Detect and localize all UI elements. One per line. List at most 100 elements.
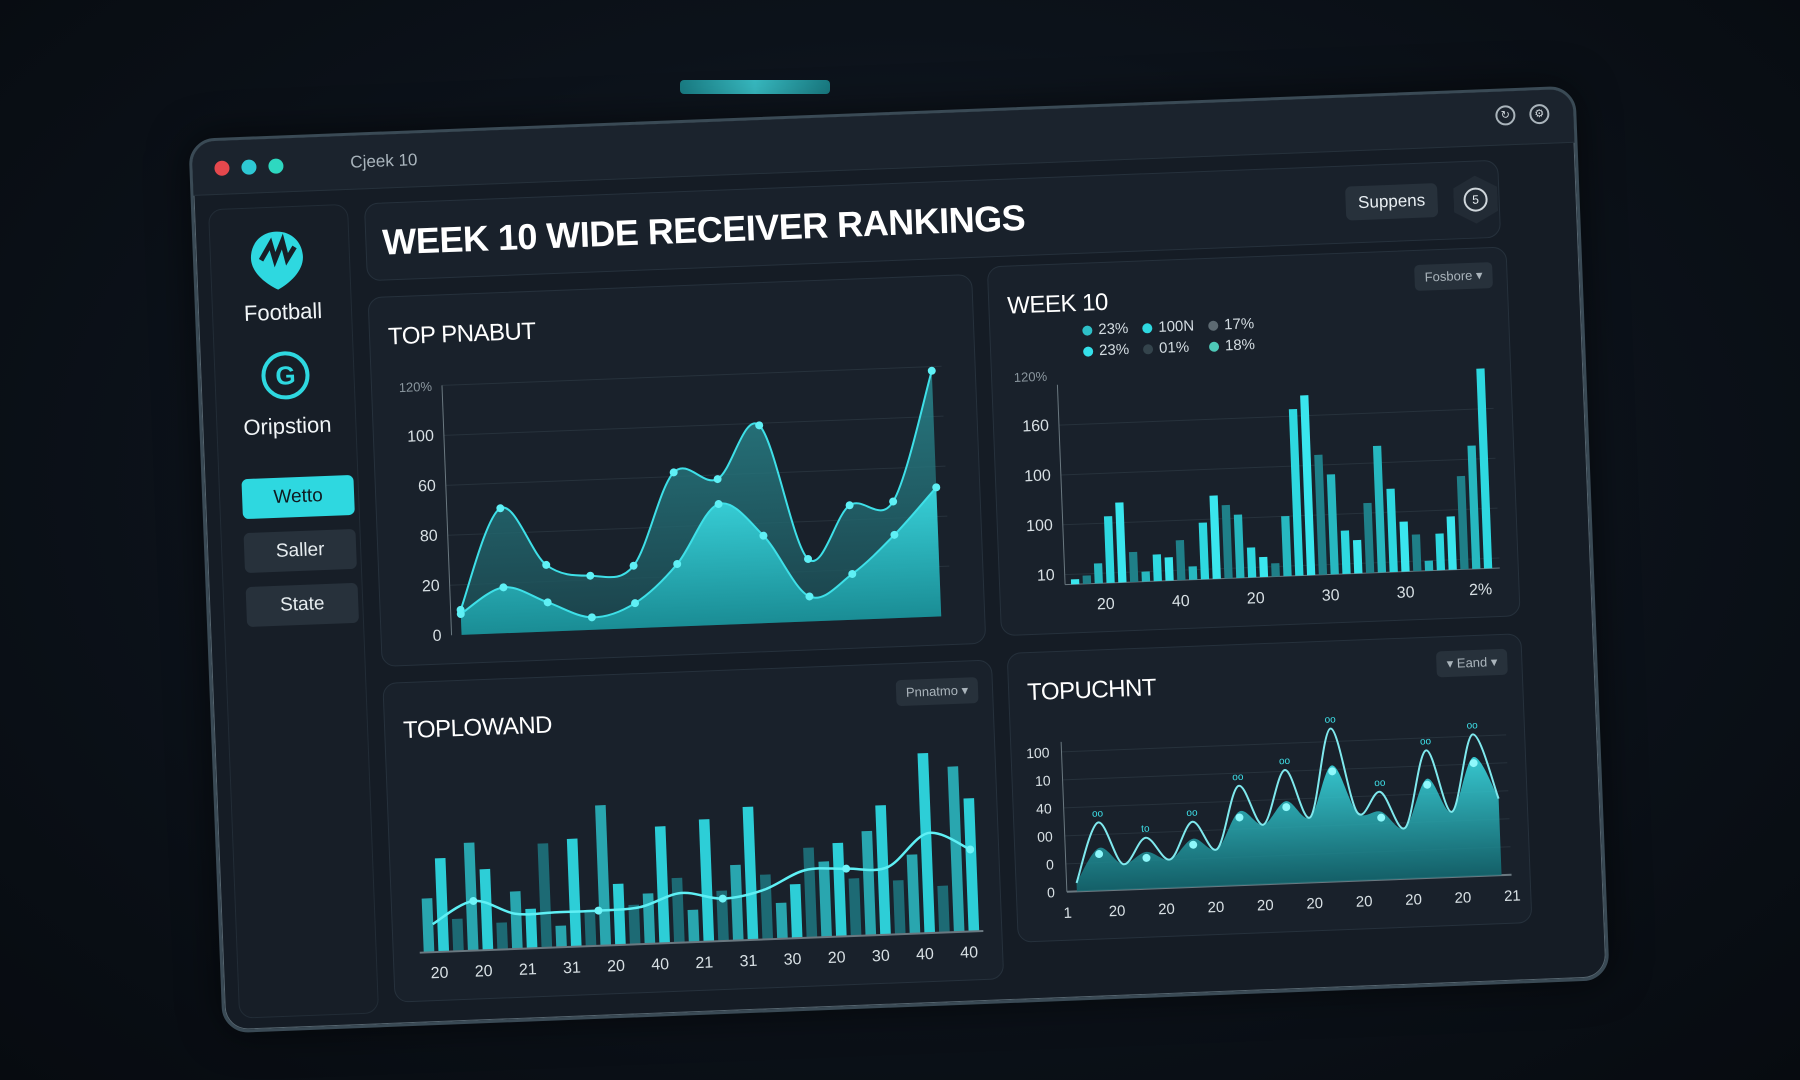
x-tick-label: 20 [1108,903,1125,921]
y-axis [1056,384,1066,585]
chart-panel-top-right: WEEK 10 Fosbore ▾ 23% 100N 17% 23% 01% 18% 10… [986,246,1521,637]
x-tick-label: 20 [430,965,449,983]
legend-swatch [1142,343,1154,354]
bar [1288,408,1304,576]
bar [937,885,950,933]
sidebar-item-football[interactable]: Football [243,297,323,326]
legend-label: 23% [1098,341,1130,360]
legend-swatch [1082,324,1093,336]
gridline [1060,457,1496,476]
app-window: Cjeek 10 ↻ ⚙ Football G Oripstion Wetto … [188,85,1610,1034]
page-title: WEEK 10 WIDE RECEIVER RANKINGS [381,196,1026,263]
bar [1259,556,1269,578]
chart-title: TOPLOWAND [402,711,553,745]
area-chart: 0 20 80 60 100 120% [398,365,950,645]
x-axis [419,930,984,954]
bar [716,890,729,942]
gridline [441,365,942,386]
data-point [496,504,505,513]
bar [1281,515,1292,577]
peak-label: to [1141,824,1150,835]
peak-label: oo [1324,714,1336,725]
close-button[interactable] [214,160,230,176]
data-point [542,560,551,569]
bar [671,877,685,943]
chart-panel-bottom-left: TOPLOWAND Pnnatmo ▾ 20 20 21 31 20 40 21 31 30 20… [382,659,1005,1003]
y-tick-label: 120% [398,379,432,395]
legend-swatch [1208,341,1220,352]
bar [1424,560,1434,571]
bar [892,880,906,935]
bar [1300,395,1316,576]
y-tick-label: 10 [1035,772,1051,789]
x-tick-label: 1 [1063,905,1072,922]
suppens-button[interactable]: Suppens [1345,183,1439,221]
hex-badge[interactable]: 5 [1453,175,1499,225]
area-series-fill [460,487,942,635]
bar [421,898,435,953]
dropdown-label: Eand [1456,654,1488,671]
x-tick-label: 20 [1306,895,1323,913]
peak-point [1423,780,1432,789]
bar [509,891,523,950]
bar [1399,521,1410,572]
bar [642,893,656,945]
refresh-icon[interactable]: ↻ [1495,105,1516,126]
y-tick-label: 20 [422,578,441,596]
bar [654,826,670,944]
pnnatmo-dropdown[interactable]: Pnnatmo ▾ [895,677,979,707]
data-point [805,592,814,601]
data-point [804,554,813,563]
peak-point [1189,840,1198,849]
peak-point [1469,759,1478,768]
gridline [1062,762,1508,781]
peak-point [1282,803,1291,812]
chart-panel-bottom-right: TOPUCHNT ▾ Eand ▾ 0 0 00 40 10 100 oo to oo oo oo o… [1006,633,1533,943]
bar [1188,566,1198,580]
area-series-line [459,370,933,611]
bar [1271,563,1280,577]
data-point [469,896,478,905]
bar [1246,547,1257,578]
bar [555,925,567,948]
chart-title: TOP PNABUT [387,317,536,351]
settings-icon[interactable]: ⚙ [1528,103,1550,125]
x-tick-label: 40 [651,956,670,974]
bar [1411,534,1422,572]
bar [1209,495,1221,579]
fosbore-dropdown[interactable]: Fosbore ▾ [1414,262,1494,291]
data-point [845,501,854,510]
legend-swatch [1082,345,1094,357]
peak-label: oo [1092,808,1104,819]
y-tick-label: 100 [407,428,434,446]
football-logo-icon [250,231,303,290]
sidebar-item-oripstion[interactable]: Oripstion [242,411,332,441]
bar [434,858,450,952]
bar [775,902,788,939]
x-tick-label: 40 [1172,593,1191,611]
y-tick-label: 120% [1014,369,1048,385]
data-point [499,583,508,592]
legend-item: 23% [1082,320,1129,339]
minimize-button[interactable] [241,159,257,175]
eand-dropdown[interactable]: ▾ Eand ▾ [1436,648,1508,678]
dropdown-label: Fosbore [1424,267,1473,285]
maximize-button[interactable] [268,158,284,174]
data-point [669,468,678,477]
data-point [842,864,851,873]
sidebar-button-wetto[interactable]: Wetto [241,474,355,520]
data-point [889,497,898,506]
x-tick-label: 21 [695,954,714,972]
x-tick-label: 20 [1405,891,1422,909]
bar [525,908,538,949]
window-title: Cjeek 10 [349,150,418,172]
legend-label: 100N [1157,317,1195,336]
bar [1152,554,1162,582]
bar [1372,445,1387,573]
sidebar-button-state[interactable]: State [245,582,360,628]
legend-item: 23% [1082,341,1130,360]
peak-label: oo [1186,808,1198,819]
sidebar-button-saller[interactable]: Saller [243,528,357,574]
x-tick-label: 21 [1504,887,1521,905]
data-point [714,500,723,509]
